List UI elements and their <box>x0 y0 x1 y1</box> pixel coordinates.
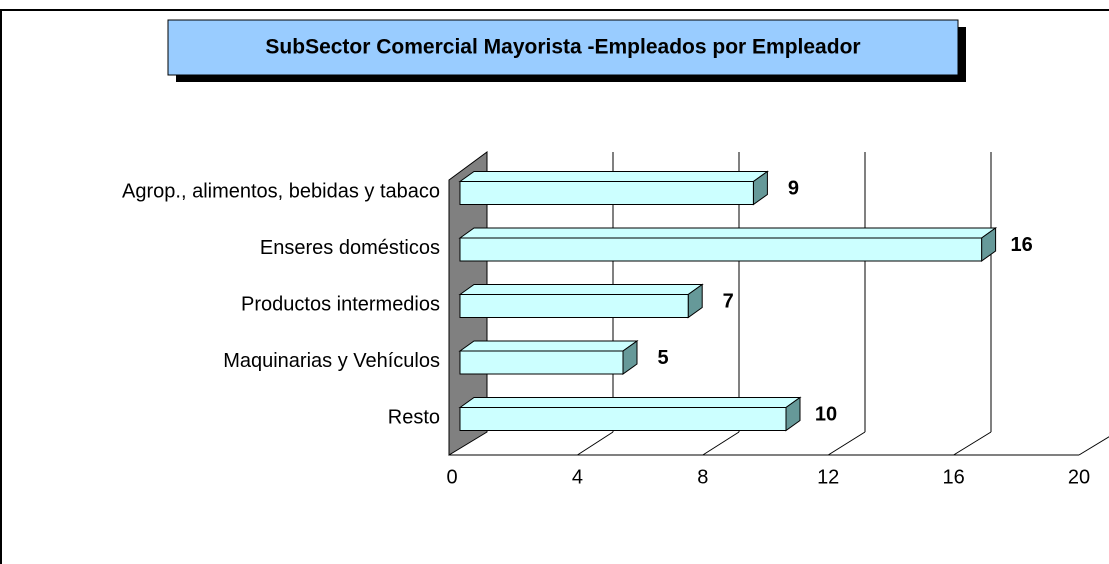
floor-line <box>827 431 866 456</box>
bar <box>458 170 769 206</box>
y-tick-label: Resto <box>388 406 440 428</box>
floor-line <box>1078 436 1109 456</box>
y-tick-label: Maquinarias y Vehículos <box>223 350 440 372</box>
bar-front <box>459 407 787 431</box>
floor-line <box>577 431 614 456</box>
bar-top <box>458 284 704 295</box>
x-tick-label: 4 <box>572 466 583 488</box>
data-label: 10 <box>815 403 837 425</box>
bar-front <box>459 294 689 318</box>
bar-front <box>459 181 754 205</box>
x-tick-label: 0 <box>446 466 457 488</box>
bar-top <box>458 397 802 408</box>
floor-line <box>702 431 740 456</box>
bar <box>458 340 639 375</box>
floor-line <box>953 431 992 456</box>
data-label: 9 <box>788 177 799 199</box>
bar <box>458 227 998 262</box>
bar-top <box>458 227 998 239</box>
x-tick-label: 12 <box>817 466 839 488</box>
x-tick-label: 20 <box>1068 466 1090 488</box>
data-label: 5 <box>657 347 668 369</box>
bar-front <box>459 237 983 262</box>
x-tick-label: 8 <box>697 466 708 488</box>
bar-front <box>459 350 624 375</box>
y-tick-label: Productos intermedios <box>241 293 440 315</box>
data-label: 7 <box>723 290 734 312</box>
chart-title: SubSector Comercial Mayorista -Empleados… <box>265 36 860 59</box>
title-box <box>167 19 959 76</box>
bar-top <box>458 171 769 182</box>
bar-top <box>458 340 639 352</box>
data-label: 16 <box>1010 234 1032 256</box>
bar <box>458 283 704 319</box>
bar <box>458 396 802 432</box>
y-tick-label: Agrop., alimentos, bebidas y tabaco <box>122 180 440 202</box>
x-tick-label: 16 <box>942 466 964 488</box>
y-tick-label: Enseres domésticos <box>260 237 440 259</box>
